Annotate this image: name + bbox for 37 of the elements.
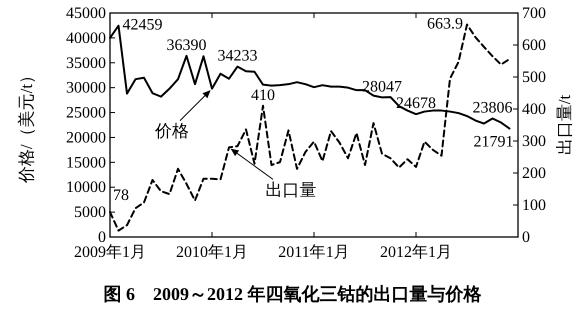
y2-tick-label: 600 [522,37,546,54]
data-label: 23806 [472,100,512,116]
data-label: 42459 [122,16,162,34]
data-label: 410 [251,86,275,104]
x-tick-label: 2012年1月 [380,244,452,261]
data-label: 78 [113,187,129,204]
data-label: 36390 [166,36,206,54]
y-tick-label: 30000 [66,80,106,97]
data-label: 663.9 [427,16,463,33]
x-tick-label: 2011年1月 [278,244,350,261]
y-tick-label: 5000 [74,204,106,222]
annotation: 出口量 [266,180,316,200]
y2-tick-label: 0 [522,229,530,246]
data-label: 24678 [396,95,436,112]
y2-tick-label: 700 [522,5,546,22]
y-axis-title: 价格/（美元/t） [17,66,36,184]
y-tick-label: 25000 [66,104,106,122]
y2-tick-label: 300 [522,133,546,150]
y-tick-label: 15000 [66,154,106,172]
data-label: 28047 [362,78,402,96]
y2-axis-title: 出口量/t [555,94,574,156]
y-tick-label: 20000 [66,129,106,146]
y-tick-label: 10000 [66,179,106,196]
y2-tick-label: 200 [522,165,546,182]
annotation: 价格 [154,122,189,141]
y2-tick-label: 500 [522,69,546,86]
data-label: 34233 [218,48,258,65]
caption: 图 6 2009～2012 年四氧化三钴的出口量与价格 [104,284,482,304]
x-tick-label: 2009年1月 [74,244,146,261]
y-tick-label: 35000 [66,54,106,72]
y-tick-label: 45000 [66,5,106,22]
y2-tick-label: 400 [522,101,546,118]
y2-tick-label: 100 [522,197,546,214]
x-tick-label: 2010年1月 [176,244,248,261]
y-tick-label: 40000 [66,30,106,47]
data-label: 21791 [474,134,514,151]
y-tick-label: 0 [98,229,106,246]
